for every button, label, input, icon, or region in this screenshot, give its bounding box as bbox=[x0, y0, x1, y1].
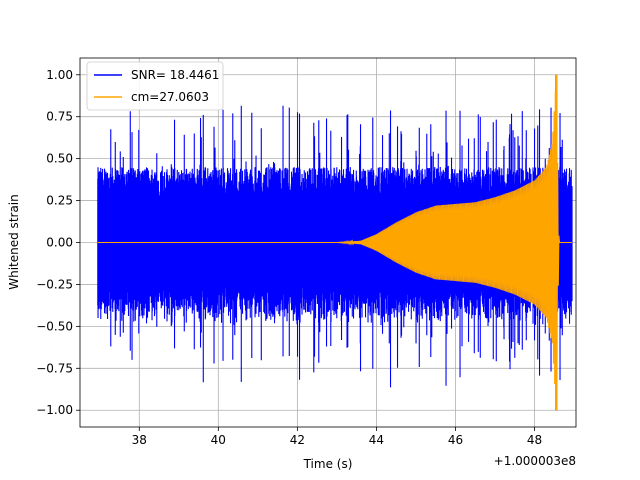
y-tick-label: −0.25 bbox=[36, 277, 73, 291]
x-offset-label: +1.000003e8 bbox=[494, 454, 576, 468]
x-tick-label: 40 bbox=[211, 433, 226, 447]
y-tick-label: −0.75 bbox=[36, 361, 73, 375]
legend-label-cm: cm=27.0603 bbox=[131, 90, 209, 104]
y-tick-label: −1.00 bbox=[36, 403, 73, 417]
legend-box bbox=[86, 61, 224, 111]
legend-label-snr: SNR= 18.4461 bbox=[131, 68, 219, 82]
y-axis: −1.00 −0.75 −0.50 −0.25 0.00 0.25 0.50 0.75 1.00 bbox=[36, 68, 80, 417]
y-tick-label: 0.00 bbox=[46, 236, 73, 250]
y-tick-label: 0.75 bbox=[46, 110, 73, 124]
y-tick-label: 0.25 bbox=[46, 194, 73, 208]
y-axis-label: Whitened strain bbox=[7, 194, 21, 290]
x-tick-label: 42 bbox=[290, 433, 305, 447]
y-tick-label: 0.50 bbox=[46, 152, 73, 166]
y-tick-label: 1.00 bbox=[46, 68, 73, 82]
legend: SNR= 18.4461 cm=27.0603 bbox=[86, 61, 224, 111]
x-tick-label: 46 bbox=[448, 433, 463, 447]
orange-template-series bbox=[97, 74, 573, 411]
y-tick-label: −0.50 bbox=[36, 319, 73, 333]
x-tick-label: 38 bbox=[132, 433, 147, 447]
orange-chirp-trace bbox=[97, 90, 573, 405]
x-axis: 38 40 42 44 46 48 bbox=[132, 427, 542, 447]
x-tick-label: 48 bbox=[527, 433, 542, 447]
x-tick-label: 44 bbox=[369, 433, 384, 447]
x-axis-label: Time (s) bbox=[303, 457, 353, 471]
